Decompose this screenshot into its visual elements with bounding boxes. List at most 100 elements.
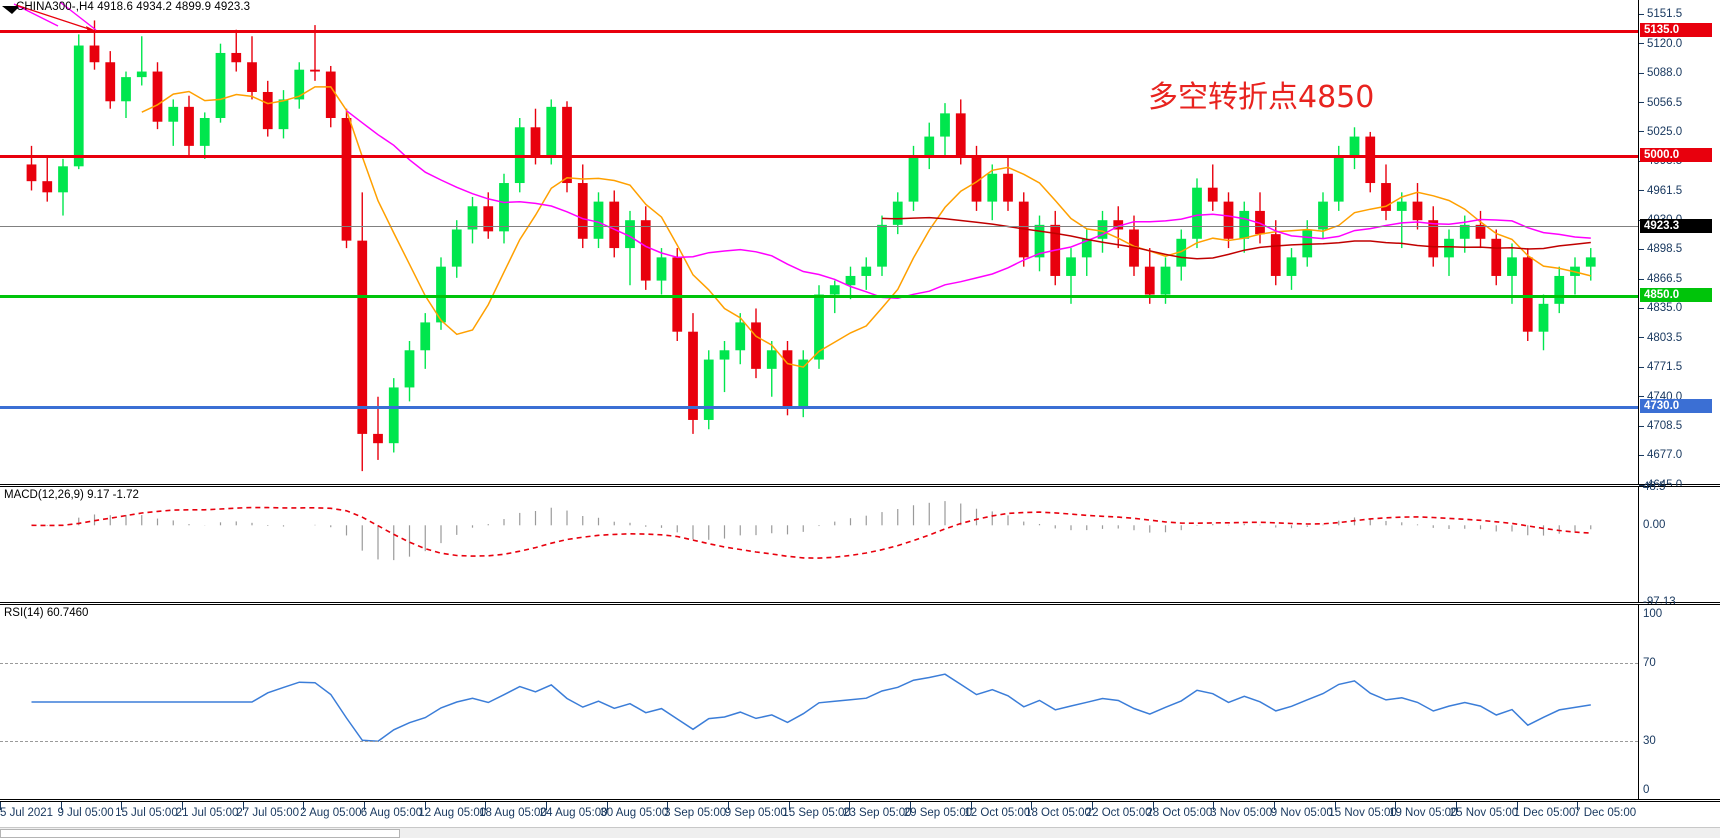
macd-tick: 0.00 (1643, 519, 1666, 532)
candle (215, 52, 226, 118)
candle (1270, 234, 1281, 276)
price-tick: 5120.0 (1639, 38, 1682, 50)
candle (829, 285, 840, 295)
price-plot-area[interactable] (0, 0, 1638, 484)
candle (105, 62, 116, 102)
candle (562, 106, 572, 184)
candle (1585, 257, 1596, 267)
candle (1192, 187, 1202, 239)
time-tick (364, 802, 365, 810)
candle (1239, 210, 1250, 239)
support-4850[interactable] (0, 294, 1638, 298)
time-tick (485, 802, 487, 810)
candle (924, 136, 935, 156)
candle (735, 322, 746, 351)
support-4730[interactable] (0, 406, 1638, 410)
candle (987, 173, 998, 202)
macd-plot-area[interactable] (0, 487, 1638, 602)
candle (1491, 238, 1502, 276)
current-price-line[interactable] (0, 226, 1638, 228)
time-axis-label: 25 Nov 05:00 (1449, 807, 1519, 819)
candle (89, 45, 100, 63)
candle (325, 71, 336, 118)
rsi-guide-70 (0, 663, 1638, 665)
scrollbar-thumb[interactable] (0, 829, 400, 838)
price-tick: 4835.0 (1639, 302, 1682, 314)
time-axis-label: 9 Jul 05:00 (57, 807, 114, 819)
candle (58, 166, 68, 193)
price-axis[interactable]: 5151.55120.05088.05056.55025.04993.54961… (1638, 0, 1720, 491)
candle (1160, 266, 1171, 295)
resistance-5135[interactable] (0, 29, 1638, 33)
candle (184, 106, 194, 146)
time-axis-label: 15 Nov 05:00 (1328, 807, 1397, 819)
time-tick (424, 802, 426, 810)
macd-axis: 48.5 0.00 -97.13 (1638, 481, 1720, 608)
rsi-line (31, 673, 1591, 742)
time-axis-label: 28 Oct 05:00 (1146, 807, 1213, 819)
time-axis-label: 3 Sep 05:00 (664, 807, 727, 819)
price-tick: 5151.5 (1639, 8, 1682, 20)
candle (1349, 136, 1360, 156)
time-axis-label: 19 Nov 05:00 (1389, 807, 1458, 819)
candle (1144, 266, 1155, 295)
candle (262, 91, 273, 130)
price-tick: 4898.5 (1639, 243, 1682, 255)
candle (766, 350, 777, 369)
macd-pane[interactable]: 48.5 0.00 -97.13 MACD(12,26,9) 9.17 -1.72 (0, 481, 1720, 608)
candle (294, 69, 305, 100)
moving-average-21 (346, 110, 1591, 300)
candle (625, 220, 635, 249)
candle (136, 71, 147, 78)
time-tick (1395, 802, 1397, 810)
candle (955, 113, 966, 156)
time-axis-label: 24 Aug 05:00 (539, 807, 608, 819)
time-axis-label: 18 Aug 05:00 (479, 807, 547, 819)
rsi-tick: 100 (1643, 608, 1663, 620)
candle (1459, 224, 1470, 239)
candle (703, 359, 714, 420)
macd-tick: 48.5 (1643, 481, 1666, 493)
time-tick (546, 802, 547, 810)
time-tick (728, 802, 729, 810)
time-tick (1213, 802, 1215, 810)
candle (341, 117, 352, 241)
moving-average-55 (881, 216, 1591, 260)
time-tick (242, 802, 244, 810)
time-axis[interactable]: 5 Jul 2021 9 Jul 05:00 15 Jul 05:00 21 Jul … (0, 801, 1720, 827)
candle (42, 181, 53, 193)
level-5135-tag[interactable]: 5135.0 (1640, 22, 1712, 37)
level-4730-tag[interactable]: 4730.0 (1640, 399, 1712, 414)
candle (26, 164, 37, 182)
candle (1381, 183, 1391, 211)
rsi-tick: 0 (1643, 784, 1650, 796)
time-tick (1456, 802, 1457, 810)
time-axis-label: 7 Dec 05:00 (1574, 807, 1637, 819)
price-tick: 4771.5 (1639, 361, 1682, 373)
chart-title: CHINA300-,H4 4918.6 4934.2 4899.9 4923.3 (16, 1, 251, 13)
level-4850-tag[interactable]: 4850.0 (1640, 287, 1712, 302)
resistance-5000[interactable] (0, 155, 1638, 159)
rsi-pane[interactable]: 100 70 30 0 RSI(14) 60.7460 (0, 604, 1720, 800)
candle (593, 201, 604, 239)
time-tick (606, 802, 608, 810)
candle (1066, 257, 1076, 276)
price-pane[interactable]: 5151.55120.05088.05056.55025.04993.54961… (0, 0, 1720, 491)
candle (908, 155, 919, 202)
candle (1365, 136, 1376, 184)
time-tick (0, 802, 1, 810)
macd-series (31, 501, 1592, 561)
horizontal-scrollbar[interactable] (0, 827, 1720, 838)
rsi-plot-area[interactable] (0, 605, 1638, 799)
candle (971, 155, 982, 202)
price-tick: 4803.5 (1639, 332, 1682, 344)
time-tick (788, 802, 790, 810)
time-tick (1577, 802, 1579, 810)
candle (892, 201, 903, 225)
time-tick (1516, 802, 1518, 810)
candle (451, 229, 462, 267)
level-5000-tag[interactable]: 5000.0 (1640, 148, 1712, 163)
current-price-tag[interactable]: 4923.3 (1640, 219, 1712, 234)
time-axis-label: 15 Sep 05:00 (782, 807, 851, 819)
